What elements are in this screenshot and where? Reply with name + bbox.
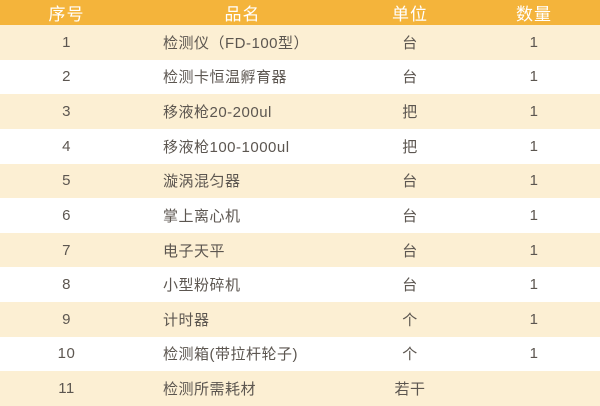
col-header-unit: 单位 [352,0,468,25]
cell-qty: 1 [529,310,539,328]
cell-unit: 台 [402,277,418,295]
table-row: 11 检测所需耗材 若干 [0,371,600,406]
col-header-name: 品名 [133,0,352,25]
cell-unit: 个 [402,346,418,364]
cell-name: 掌上离心机 [163,207,241,225]
cell-qty: 1 [529,172,539,190]
cell-name: 检测仪（FD-100型） [163,34,310,52]
cell-no: 3 [62,103,71,121]
cell-no: 6 [62,206,71,224]
cell-qty: 1 [529,33,539,51]
cell-name: 检测卡恒温孵育器 [163,69,288,87]
cell-unit: 台 [402,207,418,225]
cell-unit: 台 [402,34,418,52]
cell-name: 检测所需耗材 [163,381,257,399]
cell-unit: 若干 [394,381,426,399]
cell-qty: 1 [529,241,539,259]
header-row: 序号 品名 单位 数量 [0,0,600,25]
cell-no: 10 [57,345,76,363]
cell-qty: 1 [529,68,539,86]
cell-unit: 台 [402,69,418,87]
table-row: 5 漩涡混匀器 台 1 [0,163,600,199]
cell-qty: 1 [529,103,539,121]
cell-qty: 1 [529,345,539,363]
table-row: 6 掌上离心机 台 1 [0,198,600,233]
cell-name: 移液枪20-200ul [163,104,272,122]
cell-name: 移液枪100-1000ul [163,138,290,156]
cell-unit: 台 [402,173,418,191]
cell-name: 电子天平 [163,242,226,260]
col-header-qty: 数量 [468,0,600,25]
cell-qty: 1 [529,206,539,224]
table-row: 10 检测箱(带拉杆轮子) 个 1 [0,336,600,372]
cell-unit: 台 [402,242,418,260]
cell-qty: 1 [529,276,539,294]
cell-unit: 把 [402,138,418,156]
cell-name: 检测箱(带拉杆轮子) [163,346,298,364]
table-row: 4 移液枪100-1000ul 把 1 [0,128,600,164]
cell-no: 7 [62,241,71,259]
cell-name: 计时器 [163,311,210,329]
cell-unit: 个 [402,311,418,329]
cell-qty [468,371,600,406]
cell-no: 1 [62,33,71,51]
cell-qty: 1 [529,137,539,155]
cell-no: 5 [62,172,71,190]
table-row: 7 电子天平 台 1 [0,232,600,268]
table-row: 8 小型粉碎机 台 1 [0,267,600,302]
table-row: 3 移液枪20-200ul 把 1 [0,94,600,129]
cell-name: 漩涡混匀器 [163,173,241,191]
cell-no: 4 [62,137,71,155]
cell-no: 2 [62,68,71,86]
cell-name: 小型粉碎机 [163,277,241,295]
table-row: 2 检测卡恒温孵育器 台 1 [0,59,600,95]
cell-no: 9 [62,310,71,328]
table-row: 1 检测仪（FD-100型） 台 1 [0,25,600,60]
cell-unit: 把 [402,104,418,122]
cell-no: 8 [62,276,71,294]
table-row: 9 计时器 个 1 [0,302,600,337]
col-header-no: 序号 [0,0,133,25]
cell-no: 11 [58,380,75,398]
